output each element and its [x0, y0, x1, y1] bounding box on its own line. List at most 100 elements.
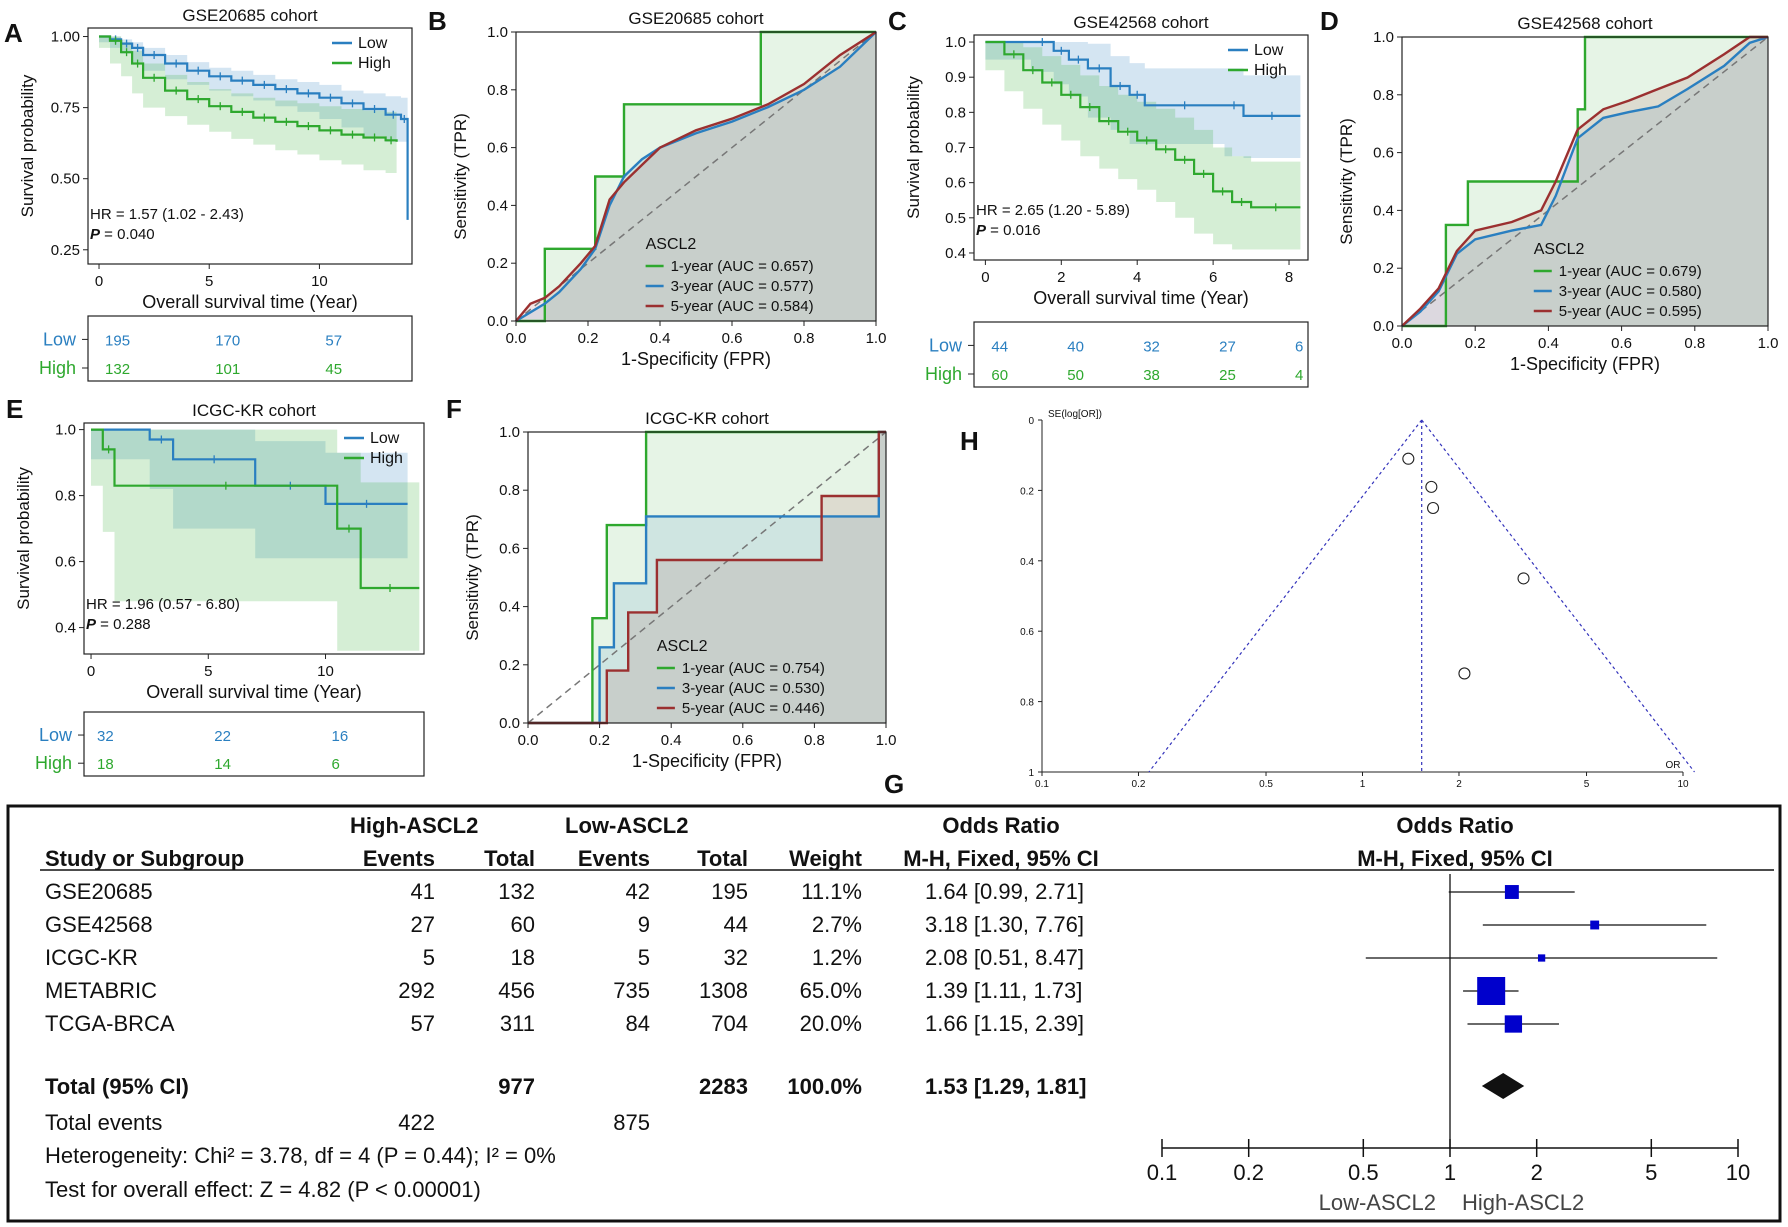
x-tick-label: 0.5: [1259, 779, 1273, 790]
low-events: 42: [626, 879, 650, 904]
y-tick-label: 0.6: [1373, 145, 1394, 162]
y-tick-label: 0.0: [1373, 318, 1394, 335]
ci-band-low: [91, 429, 408, 559]
panel-F: F ICGC-KR cohort 0.0 0.2 0.4 0.6 0.8 1.0 0.0 0.2 0…: [446, 394, 896, 771]
x-tick-label: 5: [205, 273, 213, 290]
y-tick-label: 0: [1028, 416, 1034, 427]
x-tick-label: 2: [1057, 269, 1065, 286]
y-tick-label: 0.8: [55, 488, 76, 505]
risk-count: 6: [1295, 338, 1303, 355]
x-tick-label: 10: [317, 663, 334, 680]
risk-count: 40: [1067, 338, 1084, 355]
chart-title: GSE42568 cohort: [1073, 13, 1208, 32]
x-tick-label: 0.0: [506, 330, 527, 347]
risk-count: 27: [1219, 338, 1236, 355]
total-ci-text: 1.53 [1.29, 1.81]: [925, 1074, 1086, 1099]
legend-label: 5-year (AUC = 0.446): [682, 700, 825, 717]
risk-table-frame: [83, 711, 425, 777]
legend-label: 1-year (AUC = 0.657): [671, 258, 814, 275]
panel-B: B GSE20685 cohort 0.0 0.2 0.4 0.6 0.8 1.0 0.0 0.2…: [428, 6, 886, 369]
legend-label: 5-year (AUC = 0.595): [1559, 303, 1702, 320]
legend-label: 3-year (AUC = 0.580): [1559, 283, 1702, 300]
panel-C: C GSE42568 cohort 0 2 4 6 8 0.4 0.5 0.6 0.7 0.8 0.9 1…: [888, 6, 1309, 388]
forest-x-tick-label: 10: [1726, 1160, 1750, 1185]
p-annotation: P = 0.288: [86, 616, 151, 633]
y-tick-label: 1.0: [487, 24, 508, 41]
roc-curve: [515, 30, 877, 322]
forest-x-tick-label: 0.1: [1147, 1160, 1178, 1185]
high-events: 27: [411, 912, 435, 937]
risk-row-label-high: High: [35, 753, 72, 773]
y-tick-label: 0.6: [945, 175, 966, 192]
hr-annotation: HR = 1.57 (1.02 - 2.43): [90, 206, 244, 223]
x-tick-label: 1.0: [1758, 335, 1779, 352]
weight: 65.0%: [800, 978, 862, 1003]
risk-row-label-high: High: [39, 358, 76, 378]
high-events: 292: [398, 978, 435, 1003]
risk-count: 195: [105, 332, 130, 349]
weight: 11.1%: [801, 879, 862, 904]
panel-D: D GSE42568 cohort 0.0 0.2 0.4 0.6 0.8 1.0 0.0 0.2…: [1320, 6, 1778, 374]
p-value: = 0.016: [986, 222, 1041, 239]
panel-E: E ICGC-KR cohort 0 5 10 0.4 0.6 0.8 1.0 Overall s…: [6, 394, 425, 777]
high-events: 57: [411, 1011, 435, 1036]
y-tick-label: 0.4: [499, 599, 520, 616]
x-tick-label: 1.0: [866, 330, 887, 347]
legend-label-high: High: [370, 450, 403, 467]
funnel-left-limit: [1148, 419, 1423, 773]
y-tick-label: 0.8: [499, 482, 520, 499]
x-tick-label: 0.4: [650, 330, 671, 347]
hr-annotation: HR = 1.96 (0.57 - 6.80): [86, 596, 240, 613]
high-events: 41: [411, 879, 435, 904]
low-events: 84: [626, 1011, 650, 1036]
risk-count: 60: [991, 367, 1008, 384]
x-tick-label: 1.0: [876, 732, 897, 749]
x-tick-label: 1: [1360, 779, 1366, 790]
y-tick-label: 1.0: [55, 422, 76, 439]
chart-title: GSE20685 cohort: [182, 6, 317, 25]
y-tick-label: 1.0: [1373, 29, 1394, 46]
or-square: [1504, 885, 1519, 899]
y-tick-label: 0.8: [945, 104, 966, 121]
plot-frame: [1401, 36, 1769, 327]
panel-label-B: B: [428, 6, 447, 36]
or-square: [1504, 1015, 1523, 1033]
or-ci-text: 3.18 [1.30, 7.76]: [925, 912, 1084, 937]
low-events: 5: [638, 945, 650, 970]
y-axis-label: Sensitivity (TPR): [451, 113, 470, 240]
or-square: [1477, 977, 1506, 1005]
p-symbol: P: [90, 226, 101, 243]
forest-x-tick-label: 0.2: [1233, 1160, 1264, 1185]
total-events-high: 422: [398, 1110, 435, 1135]
y-tick-label: 0.5: [945, 210, 966, 227]
overall-effect-text: Test for overall effect: Z = 4.82 (P < 0…: [45, 1177, 481, 1202]
y-tick-label: 0.6: [499, 540, 520, 557]
or-square: [1537, 954, 1546, 962]
roc-curve: [528, 430, 886, 725]
x-tick-label: 0: [87, 663, 95, 680]
x-tick-label: 0.2: [578, 330, 599, 347]
y-tick-label: 0.50: [51, 171, 80, 188]
y-tick-label: 1: [1028, 768, 1034, 779]
panel-G: G High-ASCL2 Low-ASCL2 Odds Ratio Odds Ratio…: [6, 769, 1782, 1223]
forest-row: TCGA-BRCA 57 311 84 704 20.0% 1.66 [1.15, 2.39…: [45, 1011, 1084, 1036]
forest-row: ICGC-KR 5 18 5 32 1.2% 2.08 [0.51, 8.47]: [45, 945, 1084, 970]
roc-curve: [515, 31, 877, 323]
high-events: 5: [423, 945, 435, 970]
plot-frame: [515, 31, 877, 322]
x-tick-label: 0: [95, 273, 103, 290]
x-tick-label: 10: [1677, 779, 1689, 790]
forest-x-tick-label: 2: [1531, 1160, 1543, 1185]
y-axis-label: Survival probability: [904, 76, 923, 219]
x-tick-label: 0.8: [804, 732, 825, 749]
legend-label: 1-year (AUC = 0.679): [1559, 263, 1702, 280]
y-tick-label: 1.0: [945, 34, 966, 51]
risk-row-label-low: Low: [39, 725, 73, 745]
y-tick-label: 0.6: [1020, 627, 1034, 638]
low-total: 44: [724, 912, 748, 937]
or-square: [1590, 920, 1600, 930]
y-tick-label: 0.8: [1020, 698, 1034, 709]
p-value: = 0.040: [100, 226, 155, 243]
ci-band-high: [99, 36, 397, 173]
